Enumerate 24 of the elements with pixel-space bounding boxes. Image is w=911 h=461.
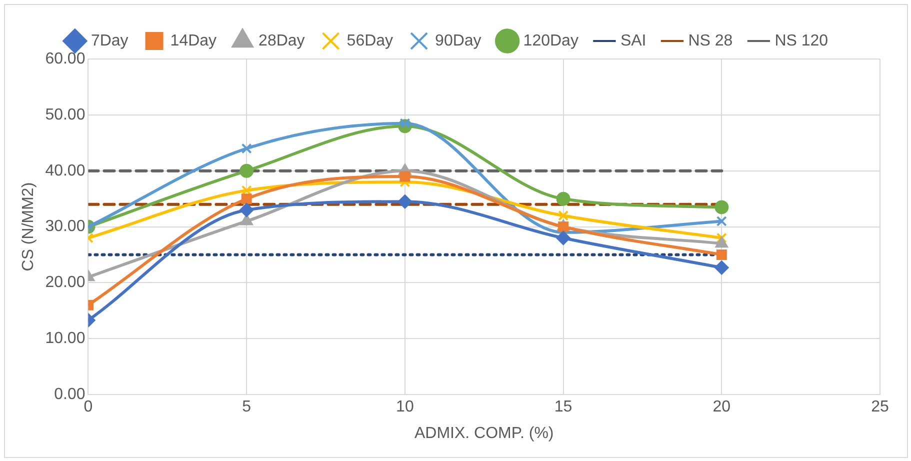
- x-tick-label: 10: [396, 398, 414, 416]
- legend-label: 120Day: [523, 32, 578, 50]
- y-tick-label: 10.00: [45, 330, 86, 348]
- legend-label: NS 120: [774, 32, 828, 50]
- legend-label: 7Day: [90, 32, 128, 50]
- y-axis-title: CS (N/MM2): [20, 182, 38, 272]
- y-tick-label: 60.00: [45, 50, 86, 68]
- y-tick-label: 0.00: [54, 386, 86, 404]
- legend-label: SAI: [620, 32, 646, 50]
- y-tick-label: 40.00: [45, 162, 86, 180]
- legend-label: 56Day: [346, 32, 394, 50]
- x-tick-label: 15: [554, 398, 572, 416]
- y-tick-label: 30.00: [45, 218, 86, 236]
- x-tick-label: 0: [84, 398, 93, 416]
- x-axis-title: ADMIX. COMP. (%): [414, 424, 554, 442]
- y-tick-label: 50.00: [45, 106, 86, 124]
- x-tick-label: 5: [242, 398, 252, 416]
- legend-label: NS 28: [688, 32, 733, 50]
- x-tick-label: 20: [712, 398, 731, 416]
- y-tick-label: 20.00: [45, 274, 86, 292]
- legend-label: 14Day: [170, 32, 217, 50]
- legend-label: 90Day: [435, 32, 482, 50]
- x-tick-label: 25: [871, 398, 889, 416]
- legend-label: 28Day: [258, 32, 305, 50]
